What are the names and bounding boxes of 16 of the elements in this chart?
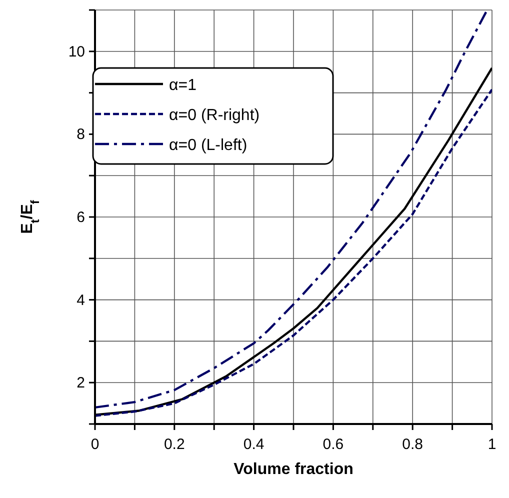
x-tick-label: 0	[90, 436, 100, 453]
y-tick-label: 6	[76, 209, 85, 226]
y-tick-label: 8	[76, 126, 85, 144]
legend-label: α=1	[169, 77, 197, 94]
y-tick-label: 4	[76, 292, 85, 309]
x-tick-label: 0.4	[243, 436, 264, 453]
x-axis-title: Volume fraction	[234, 461, 354, 478]
x-tick-label: 0.8	[402, 436, 424, 453]
x-tick-label: 1	[488, 436, 496, 453]
x-tick-label: 0.2	[164, 436, 185, 453]
legend-label: α=0 (R-right)	[169, 107, 260, 124]
y-tick-label: 2	[76, 374, 85, 392]
x-tick-label: 0.6	[322, 436, 344, 453]
legend-label: α=0 (L-left)	[169, 137, 248, 154]
line-series	[95, 10, 488, 409]
y-tick-label: 10	[68, 43, 85, 60]
